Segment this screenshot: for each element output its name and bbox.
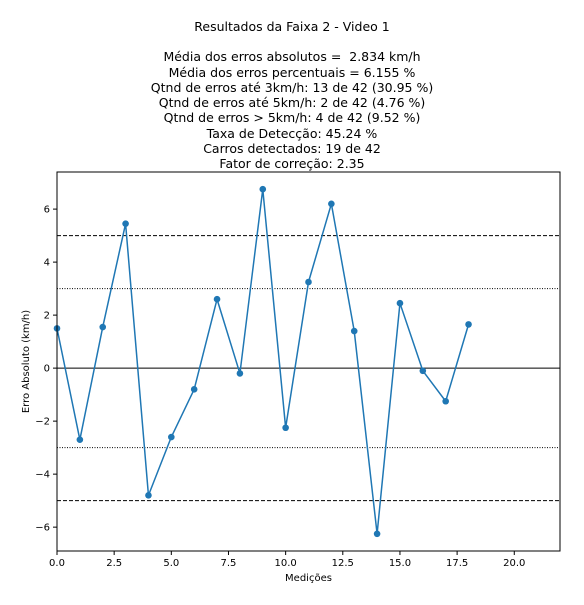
data-point <box>168 433 175 441</box>
x-tick-label: 10.0 <box>275 558 297 569</box>
data-point <box>190 386 198 393</box>
data-point <box>305 278 312 286</box>
subtitle-line: Taxa de Detecção: 45.24 % <box>206 125 378 141</box>
x-axis-label: Medições <box>285 573 332 584</box>
data-point <box>419 367 427 375</box>
data-point <box>99 323 107 331</box>
data-point <box>373 530 381 538</box>
y-axis-label: Erro Absoluto (km/h) <box>21 310 32 413</box>
x-tick-label: 5.0 <box>163 558 179 569</box>
y-tick-label: −6 <box>35 523 50 534</box>
reference-lines <box>57 235 560 502</box>
subtitle-line: Qtnd de erros até 5km/h: 2 de 42 (4.76 %… <box>158 95 426 111</box>
data-point <box>259 185 267 193</box>
x-tick-label: 2.5 <box>106 558 122 569</box>
data-point <box>442 397 449 405</box>
data-point <box>328 200 335 208</box>
data-point <box>236 370 244 377</box>
y-axis-ticks: −6 −4 −2 0 2 4 6 <box>35 205 57 534</box>
x-tick-label: 12.5 <box>332 558 354 569</box>
data-point <box>76 436 84 443</box>
y-tick-label: 6 <box>44 205 50 216</box>
x-tick-label: 20.0 <box>503 558 525 569</box>
series-layer <box>53 185 472 538</box>
data-point <box>122 220 129 227</box>
data-point <box>350 327 358 335</box>
y-tick-label: 2 <box>44 311 50 322</box>
subtitle-line: Carros detectados: 19 de 42 <box>203 141 381 157</box>
subtitle-line: Fator de correção: 2.35 <box>219 156 365 172</box>
x-axis-ticks: 0.0 2.5 5.0 7.5 10.0 12.5 15.0 17.5 20.0 <box>49 551 525 569</box>
x-tick-label: 17.5 <box>446 558 468 569</box>
title-block: Resultados da Faixa 2 - Video 1 Média do… <box>0 19 584 172</box>
x-tick-label: 7.5 <box>221 558 237 569</box>
y-tick-label: 0 <box>44 364 50 375</box>
data-point <box>213 295 221 303</box>
data-point <box>282 424 289 432</box>
subtitle-line: Qtnd de erros até 3km/h: 13 de 42 (30.95… <box>150 79 434 95</box>
subtitle-line: Média dos erros absolutos = 2.834 km/h <box>163 49 421 65</box>
y-tick-label: −2 <box>35 417 50 428</box>
x-tick-label: 0.0 <box>49 558 65 569</box>
data-point <box>396 299 404 307</box>
plot-frame <box>56 171 561 552</box>
data-point <box>145 492 152 499</box>
y-tick-label: −4 <box>35 470 50 481</box>
y-tick-label: 4 <box>44 258 50 269</box>
subtitle-line: Média dos erros percentuais = 6.155 % <box>168 64 416 80</box>
subtitle-line: Qtnd de erros > 5km/h: 4 de 42 (9.52 %) <box>163 110 421 126</box>
chart-title: Resultados da Faixa 2 - Video 1 <box>194 19 390 34</box>
x-tick-label: 15.0 <box>389 558 411 569</box>
series-line <box>56 188 470 535</box>
data-point <box>465 321 472 328</box>
